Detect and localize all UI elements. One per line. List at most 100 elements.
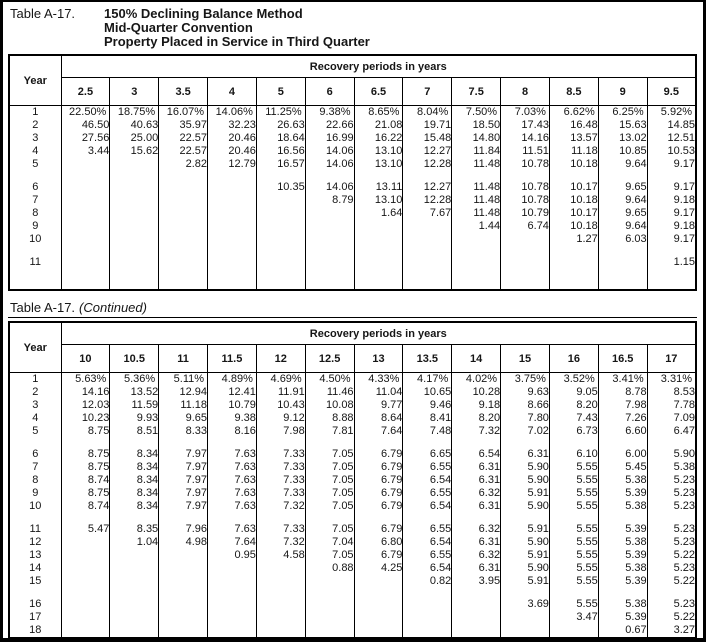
rate-cell <box>500 246 550 256</box>
rate-cell <box>60 562 110 575</box>
rate-cell: 7.33 <box>255 448 306 461</box>
rate-cell: 14.16 <box>500 132 550 145</box>
rate-cell: 7.33 <box>255 474 306 487</box>
rate-cell <box>109 598 159 611</box>
rate-cell: 11.46 <box>304 386 355 399</box>
table-row: 5 8.75 8.51 8.33 8.16 7.98 7.81 7.64 7.48 7.32 7.0… <box>9 425 696 438</box>
rate-cell: 5.23 <box>646 500 696 513</box>
period-column-header: 5 <box>255 77 306 106</box>
rate-cell: 7.64 <box>207 536 257 549</box>
rate-cell: 12.03 <box>60 399 110 412</box>
rate-cell <box>402 269 452 279</box>
period-column-header: 3 <box>109 77 159 106</box>
rate-cell: 6.31 <box>500 448 550 461</box>
rate-cell: 6.32 <box>451 523 501 536</box>
rate-cell <box>255 611 306 624</box>
rate-cell: 13.10 <box>353 145 403 158</box>
table-row: 3 12.03 11.59 11.18 10.79 10.43 10.08 9.77 9.46 9… <box>9 399 696 412</box>
table-row: 8 1.64 7.67 11.48 10.79 10.17 9.65 9.17 <box>9 207 696 220</box>
rate-cell: 11.48 <box>451 194 501 207</box>
rate-cell: 5.23 <box>646 536 696 549</box>
year-column-header: Year <box>9 55 61 106</box>
rate-cell: 10.85 <box>597 145 648 158</box>
rate-cell: 32.23 <box>207 119 257 132</box>
period-column-header: 4 <box>207 77 257 106</box>
rate-cell <box>304 256 355 269</box>
rate-cell: 15.62 <box>109 145 159 158</box>
rate-cell <box>402 588 452 598</box>
rate-cell: 6.79 <box>353 487 403 500</box>
rate-cell <box>255 269 306 279</box>
rate-cell <box>402 220 452 233</box>
rate-cell: 8.41 <box>402 412 452 425</box>
rate-cell: 10.35 <box>255 181 306 194</box>
year-cell: 2 <box>32 386 39 398</box>
rate-cell <box>109 171 159 181</box>
rate-cell <box>158 513 208 523</box>
rate-cell: 6.55 <box>402 523 452 536</box>
rate-cell: 0.82 <box>402 575 452 588</box>
rate-cell: 14.16 <box>60 386 110 399</box>
year-cell: 4 <box>32 145 39 157</box>
rate-cell <box>255 598 306 611</box>
rate-cell: 6.54 <box>402 562 452 575</box>
rate-cell: 9.38 <box>207 412 257 425</box>
rate-cell <box>109 588 159 598</box>
rate-cell: 8.78 <box>597 386 648 399</box>
rate-cell: 27.56 <box>60 132 110 145</box>
rate-cell: 7.32 <box>255 500 306 513</box>
rate-cell <box>207 207 257 220</box>
rate-cell: 10.53 <box>646 145 696 158</box>
spacer-row <box>9 246 696 256</box>
table-row: 6 10.35 14.06 13.11 12.27 11.48 10.78 10.17 9.65… <box>9 181 696 194</box>
header-row-span: Year Recovery periods in years <box>9 322 696 373</box>
rate-cell: 7.97 <box>158 500 208 513</box>
rate-cell: 14.06 <box>304 181 355 194</box>
rate-cell <box>500 256 550 269</box>
rate-cell: 5.55 <box>548 598 599 611</box>
rate-cell <box>451 513 501 523</box>
rate-cell <box>60 588 110 598</box>
rate-cell: 7.33 <box>255 487 306 500</box>
rate-cell: 11.48 <box>451 158 501 171</box>
table-row: 10 8.74 8.34 7.97 7.63 7.32 7.05 6.79 6.54 6.31 5.… <box>9 500 696 513</box>
rate-cell <box>158 171 208 181</box>
rate-cell <box>109 575 159 588</box>
rate-cell: 5.55 <box>548 549 599 562</box>
rate-cell: 8.20 <box>548 399 599 412</box>
rate-cell: 7.80 <box>500 412 550 425</box>
rate-cell <box>255 194 306 207</box>
rate-cell <box>353 588 403 598</box>
rate-cell: 8.75 <box>60 448 110 461</box>
rate-cell: 7.04 <box>304 536 355 549</box>
rate-cell: 10.65 <box>402 386 452 399</box>
rate-cell <box>207 269 257 279</box>
rate-cell <box>597 438 648 448</box>
year-cell: 7 <box>32 194 39 206</box>
rate-cell: 11.25% <box>255 105 306 119</box>
rate-cell: 4.33% <box>353 372 403 386</box>
rate-cell <box>60 279 110 290</box>
depreciation-table-first: Year Recovery periods in years 2.5 3 3.5 4 5 6 6… <box>8 54 697 291</box>
rate-cell <box>304 438 355 448</box>
rate-cell: 8.20 <box>451 412 501 425</box>
rate-cell: 7.98 <box>597 399 648 412</box>
spacer-row <box>9 588 696 598</box>
year-cell: 3 <box>32 399 39 411</box>
rate-cell <box>548 513 599 523</box>
table-row: 3 27.56 25.00 22.57 20.46 18.64 16.99 16.22 15.4… <box>9 132 696 145</box>
rate-cell: 8.34 <box>109 500 159 513</box>
rate-cell: 5.38 <box>646 461 696 474</box>
rate-cell: 7.05 <box>304 500 355 513</box>
rate-cell <box>158 269 208 279</box>
rate-cell: 13.10 <box>353 194 403 207</box>
rate-cell: 6.54 <box>451 448 501 461</box>
rate-cell: 25.00 <box>109 132 159 145</box>
period-column-header: 11 <box>158 344 208 373</box>
rate-cell: 16.57 <box>255 158 306 171</box>
rate-cell <box>207 233 257 246</box>
rate-cell: 5.90 <box>500 562 550 575</box>
rate-cell <box>158 588 208 598</box>
rate-cell <box>500 438 550 448</box>
rate-cell <box>60 207 110 220</box>
